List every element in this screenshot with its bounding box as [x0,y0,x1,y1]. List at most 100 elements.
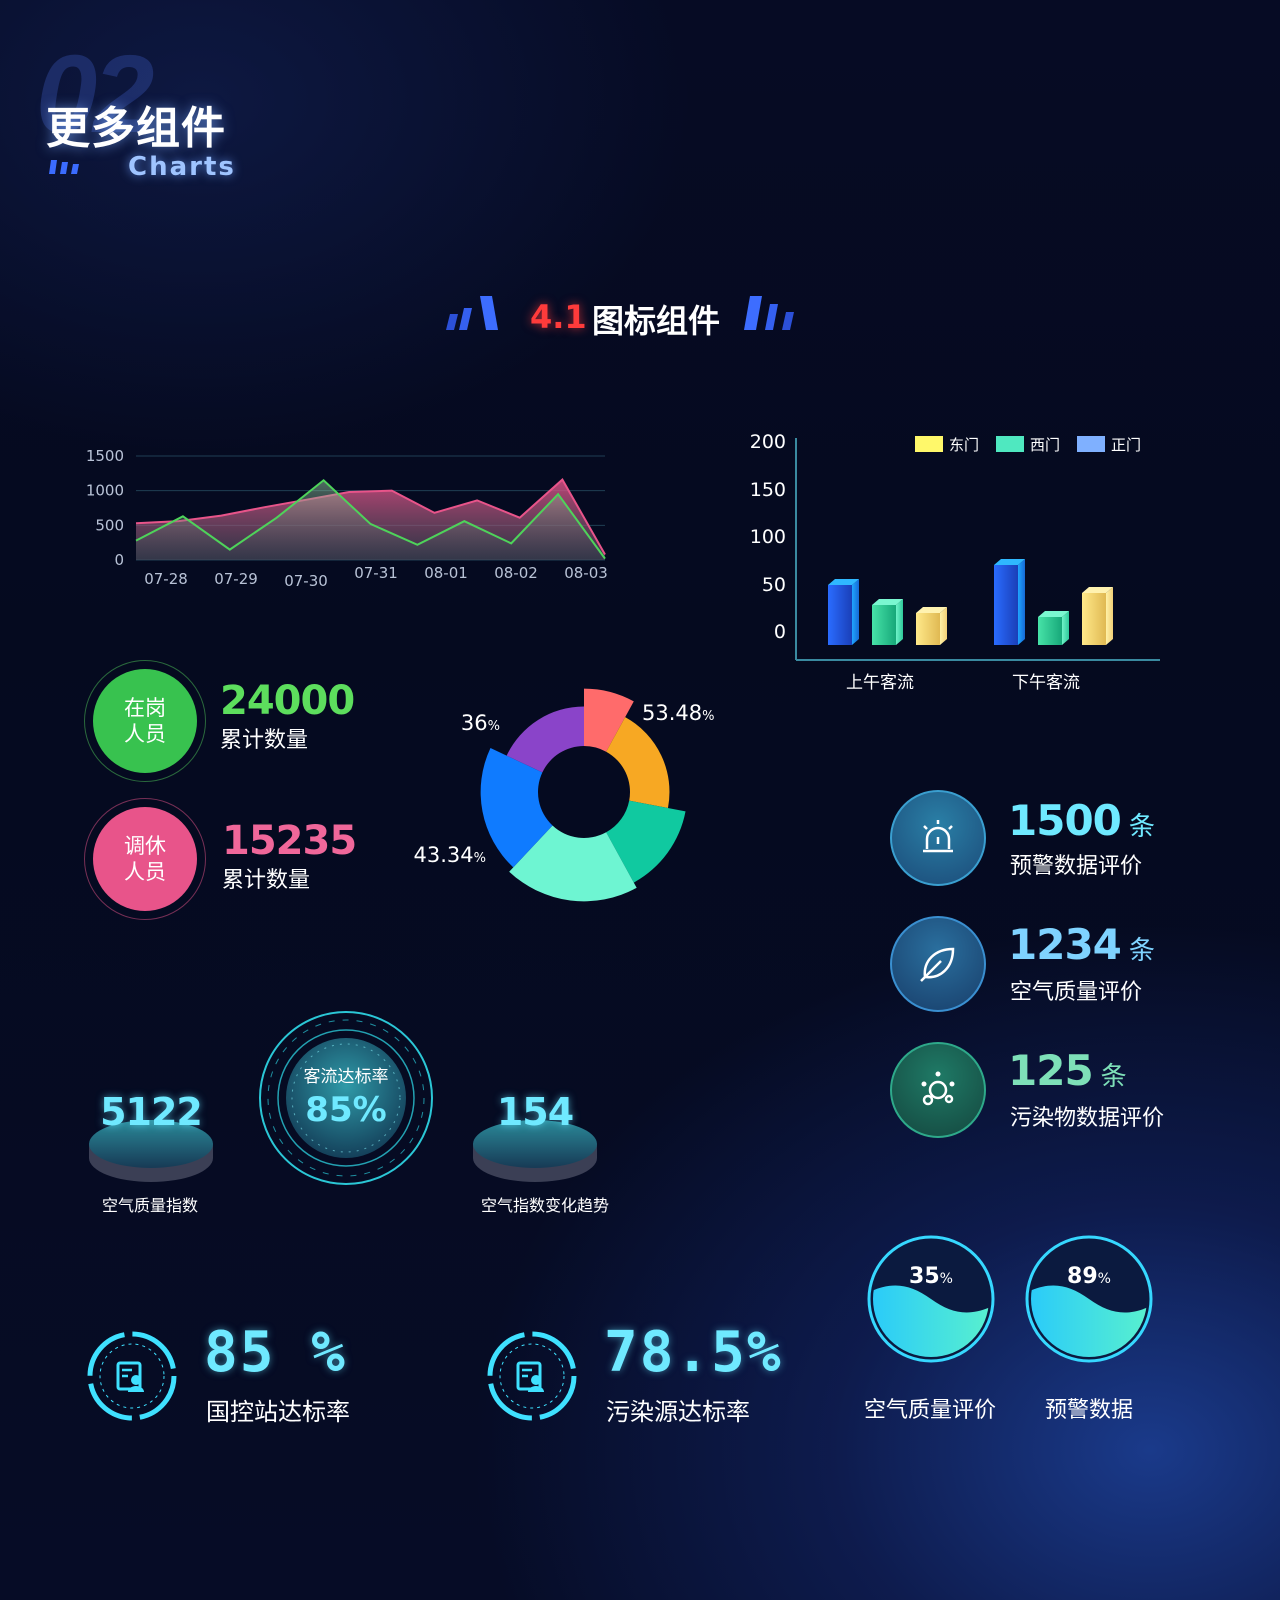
percent-value: 78.5% [604,1320,783,1385]
legend-label: 东门 [949,436,979,454]
percent-label: 污染源达标率 [606,1398,750,1426]
alarm-icon-circle [890,790,986,886]
wave-gauge [1025,1235,1153,1363]
section-title: 图标组件 [592,302,721,340]
bar-front [1038,617,1062,645]
x-tick-label: 08-01 [424,564,468,582]
wave-unit: % [1097,1271,1111,1287]
bar-side [1106,587,1113,645]
3d-bar-chart: 0 50 100 150 200 上午客流 下午客流 东门 西门 正门 [750,431,1160,693]
donut-slice [509,825,637,902]
donut-label: 43.34% [414,843,486,867]
staff-circle-label: 人员 [124,860,166,884]
wave-percent: 89% [1024,1264,1154,1289]
stat-label: 污染物数据评价 [1010,1106,1165,1131]
stat-row: 125 条 [1008,1046,1127,1095]
staff-card-leave: 调休 人员 [84,798,206,920]
staff-circle-inner: 在岗 人员 [93,669,197,773]
y-tick-label: 1500 [86,447,124,465]
donut-slice [480,747,553,868]
pedestal-icon [473,1120,597,1182]
y-tick-label: 500 [95,516,124,534]
legend-swatch [915,436,943,452]
x-tick-label: 07-31 [354,564,398,582]
molecule-icon [921,1071,955,1106]
gauge-ring-icon [259,1011,433,1185]
background-number: 02 [36,33,154,156]
donut-label: 36% [461,711,500,735]
wave-label: 预警数据 [1044,1398,1133,1423]
donut-slice [506,706,584,773]
wave-value: 35 [909,1264,940,1289]
legend-swatch [1077,436,1105,452]
stat-label: 预警数据评价 [1010,854,1143,879]
stat-unit: 条 [1100,1062,1127,1092]
section-number: 4.1 [530,298,587,336]
legend-label: 西门 [1030,436,1060,454]
percent-value: 85 % [204,1320,347,1385]
donut-label: 53.48% [642,701,714,725]
bar-top [1082,587,1113,593]
staff-circle-label: 在岗 [124,696,166,720]
stat-row: 1234 条 [1008,920,1155,969]
donut-slice [606,717,670,809]
bar-top [872,599,903,605]
staff-circle: 在岗 人员 [84,660,206,782]
stat-value: 125 [1008,1046,1094,1095]
stat-value: 1500 [1008,796,1122,845]
stat-unit: 条 [1128,936,1155,966]
donut-label-unit: % [702,709,714,724]
wave-label: 空气质量评价 [863,1398,996,1423]
area-line-chart: 0 500 1000 1500 07-28 07-29 07-30 07-31 08-01 08-… [86,447,608,590]
bar-top [994,559,1025,565]
donut-slice [584,688,634,752]
staff-circle: 调休 人员 [84,798,206,920]
x-tick-label: 07-28 [144,570,188,588]
bar-top [916,607,947,613]
donut-label-unit: % [474,851,486,866]
y-tick-label: 1000 [86,482,124,500]
x-tick-label: 下午客流 [1012,673,1080,693]
bar-top [828,579,859,585]
staff-value: 15235 [222,818,357,864]
donut-chart: 53.48% 36% 43.34% [414,688,714,902]
staff-circle-label: 人员 [124,722,166,746]
staff-label: 累计数量 [220,728,309,753]
bar-side [1018,559,1025,645]
bar-front [828,585,852,645]
stat-value: 1234 [1008,920,1122,969]
bar-front [872,605,896,645]
pedestal-value: 5122 [100,1090,203,1134]
wave-value: 89 [1067,1264,1098,1289]
pedestal-label: 空气指数变化趋势 [480,1196,609,1215]
y-tick-label: 200 [750,431,786,453]
series-line [135,478,606,555]
staff-circle-label: 调休 [124,834,166,858]
staff-circle-inner: 调休 人员 [93,807,197,911]
section-decor-icon [446,296,794,330]
percent-label: 国控站达标率 [206,1398,350,1426]
pedestal-value: 154 [496,1090,574,1134]
bar-front [916,613,940,645]
bar-front [994,565,1018,645]
bar-side [896,599,903,645]
x-tick-label: 07-30 [284,572,328,590]
staff-label: 累计数量 [222,868,311,893]
wave-gauge [867,1235,995,1363]
bar-top [1038,611,1069,617]
gauge-value: 85% [305,1090,387,1130]
gauge-label: 客流达标率 [303,1067,389,1087]
y-tick-label: 150 [750,479,786,501]
y-tick-label: 0 [114,551,124,569]
y-tick-label: 50 [762,574,786,596]
bar-side [940,607,947,645]
wave-unit: % [939,1271,953,1287]
molecule-icon-circle [890,1042,986,1138]
page-title: 更多组件 [46,103,226,154]
target-ring-icon [487,1331,577,1421]
pedestal-label: 空气质量指数 [101,1196,198,1215]
x-tick-label: 08-02 [494,564,538,582]
x-tick-label: 07-29 [214,570,258,588]
area-fill [136,480,605,560]
x-tick-label: 上午客流 [846,673,914,693]
